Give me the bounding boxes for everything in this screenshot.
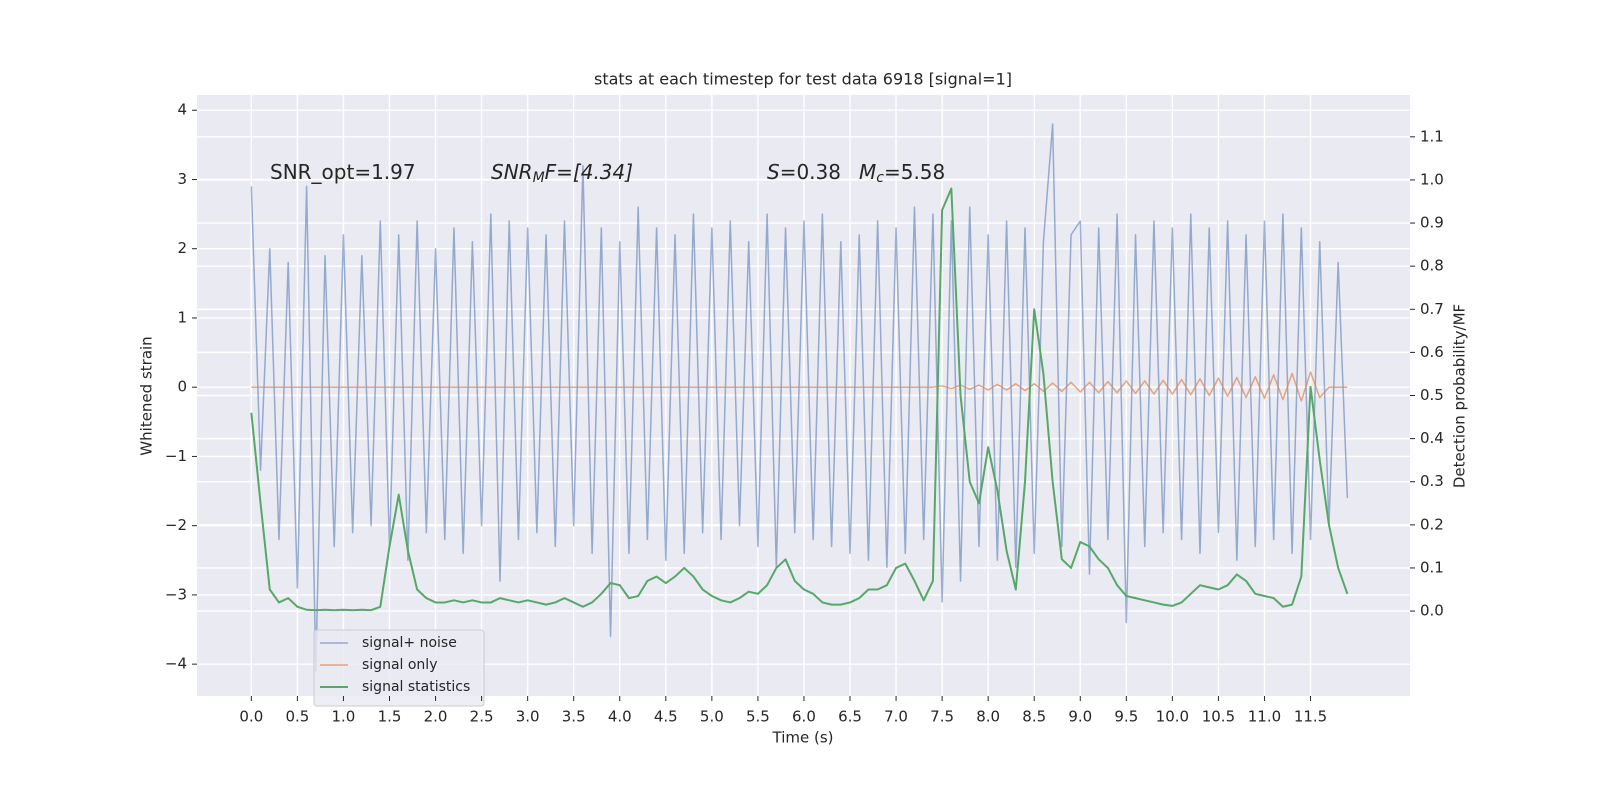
x-tick-label: 6.0 xyxy=(792,708,816,726)
series-line xyxy=(250,187,1349,612)
y-tick-label: −2 xyxy=(165,516,187,534)
y2-tick-label: 0.6 xyxy=(1420,343,1444,361)
x-tick-label: 1.0 xyxy=(332,708,356,726)
x-tick-label: 10.5 xyxy=(1202,708,1235,726)
x-tick-label: 4.0 xyxy=(608,708,632,726)
annotation-text: F=[4.34] xyxy=(545,160,633,184)
annotation-text: SNR xyxy=(491,160,533,184)
y2-tick-label: 0.8 xyxy=(1420,257,1444,275)
y2-tick-label: 0.5 xyxy=(1420,386,1444,404)
x-tick-label: 0.0 xyxy=(239,708,263,726)
x-tick-label: 5.0 xyxy=(700,708,724,726)
x-tick-label: 9.5 xyxy=(1114,708,1138,726)
x-tick-label: 0.5 xyxy=(285,708,309,726)
y2-tick-label: 0.7 xyxy=(1420,300,1444,318)
y2-axis-label: Detection probability/MF xyxy=(1451,304,1469,488)
x-tick-label: 2.0 xyxy=(424,708,448,726)
x-tick-label: 3.5 xyxy=(562,708,586,726)
x-tick-label: 5.5 xyxy=(746,708,770,726)
x-tick-label: 7.5 xyxy=(930,708,954,726)
x-tick-label: 8.0 xyxy=(976,708,1000,726)
annotation: Mc=5.58 xyxy=(859,160,945,187)
annotation-subscript: M xyxy=(533,170,545,186)
y-tick-label: 2 xyxy=(177,239,187,257)
y2-tick-label: 0.0 xyxy=(1420,602,1444,620)
annotation: SNR_opt=1.97 xyxy=(270,160,416,184)
x-tick-label: 11.5 xyxy=(1294,708,1327,726)
annotation-text: S xyxy=(767,160,780,184)
y-tick-label: 0 xyxy=(177,378,187,396)
y2-tick-label: 0.2 xyxy=(1420,515,1444,533)
data-layer xyxy=(250,123,1349,672)
annotation-text: M xyxy=(859,160,876,184)
y2-tick-label: 0.4 xyxy=(1420,429,1444,447)
x-tick-label: 6.5 xyxy=(838,708,862,726)
legend-label: signal statistics xyxy=(362,679,470,695)
y2-tick-label: 1.1 xyxy=(1420,127,1444,145)
chart-title: stats at each timestep for test data 691… xyxy=(594,70,1012,89)
y-tick-label: 1 xyxy=(177,308,187,326)
y2-tick-label: 1.0 xyxy=(1420,170,1444,188)
annotation: S=0.38 xyxy=(767,160,841,184)
y-tick-label: 4 xyxy=(177,101,187,119)
annotation-text: =5.58 xyxy=(884,160,945,184)
y-tick-label: −1 xyxy=(165,447,187,465)
annotation-text: =0.38 xyxy=(780,160,841,184)
legend-label: signal+ noise xyxy=(362,635,457,651)
legend-label: signal only xyxy=(362,657,437,673)
x-axis-label: Time (s) xyxy=(772,729,834,747)
y-tick-label: −3 xyxy=(165,585,187,603)
x-tick-label: 4.5 xyxy=(654,708,678,726)
x-tick-label: 8.5 xyxy=(1022,708,1046,726)
x-tick-label: 10.0 xyxy=(1156,708,1189,726)
y-axis-label: Whitened strain xyxy=(138,336,156,455)
x-tick-label: 1.5 xyxy=(378,708,402,726)
annotation-subscript: c xyxy=(876,170,884,186)
series-line xyxy=(251,371,1348,402)
y-tick-label: 3 xyxy=(177,170,187,188)
y-tick-label: −4 xyxy=(165,655,187,673)
legend: signal+ noise signal only signal statistic… xyxy=(313,629,485,707)
x-tick-label: 7.0 xyxy=(884,708,908,726)
series-line xyxy=(250,123,1349,672)
x-tick-label: 3.0 xyxy=(516,708,540,726)
y2-tick-label: 0.1 xyxy=(1420,558,1444,576)
y2-tick-label: 0.9 xyxy=(1420,214,1444,232)
y2-tick-label: 0.3 xyxy=(1420,472,1444,490)
x-tick-label: 11.0 xyxy=(1248,708,1281,726)
legend-box xyxy=(313,629,485,707)
x-tick-label: 2.5 xyxy=(470,708,494,726)
annotation-text: SNR_opt=1.97 xyxy=(270,160,416,184)
x-tick-label: 9.0 xyxy=(1068,708,1092,726)
annotation: SNRMF=[4.34] xyxy=(491,160,633,187)
